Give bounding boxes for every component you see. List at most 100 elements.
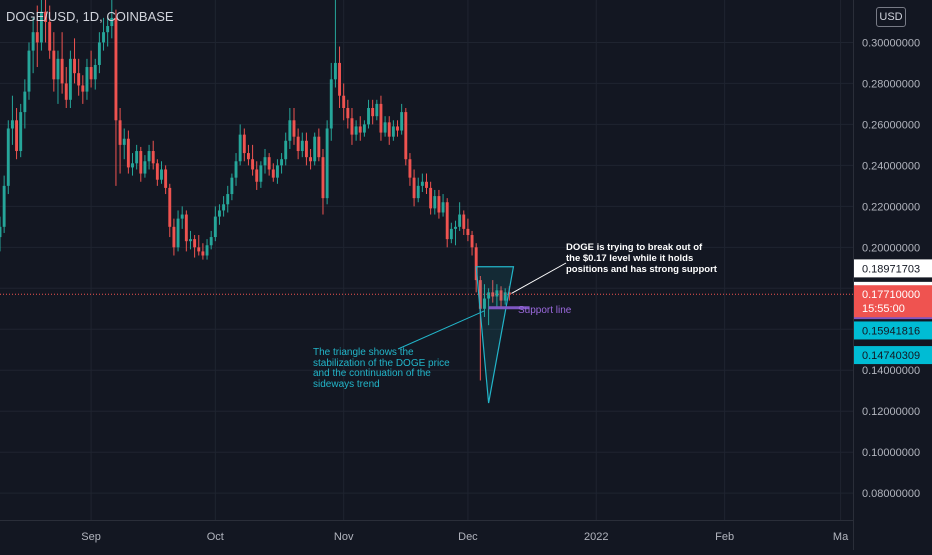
x-tick-label: Nov (334, 531, 354, 543)
candle (168, 183, 172, 238)
candle (383, 116, 387, 137)
current-price-badge: 0.17710000 15:55:00 (854, 285, 932, 318)
candle (180, 206, 184, 229)
candle-body (499, 290, 503, 301)
candle-body (462, 214, 466, 229)
y-tick-label: 0.30000000 (862, 37, 920, 49)
candle (412, 169, 416, 207)
candle (197, 235, 201, 256)
candle-body (396, 126, 399, 131)
candle-body (106, 26, 110, 33)
candle-body (271, 169, 275, 178)
candle-body (412, 177, 416, 199)
candle-body (242, 134, 246, 154)
candle (445, 198, 449, 248)
candle-body (151, 151, 155, 164)
candle (367, 99, 370, 129)
candle-body (317, 136, 321, 158)
candle (193, 235, 197, 258)
candle (213, 206, 217, 242)
candle-body (296, 136, 300, 152)
candle (209, 230, 213, 250)
candle-body (73, 58, 76, 74)
price-label-box (854, 346, 932, 365)
candle (354, 120, 358, 141)
countdown-text: 15:55:00 (862, 303, 905, 315)
candle (151, 140, 155, 170)
candle-body (176, 218, 180, 248)
candle-body (35, 32, 39, 43)
candle-body (288, 120, 292, 141)
candle (284, 132, 288, 166)
candle-body (6, 128, 10, 186)
candle-body (2, 185, 6, 227)
candle-body (300, 140, 304, 152)
candle (396, 120, 399, 137)
candle-body (184, 214, 188, 242)
support-line-label: Support line (518, 305, 572, 316)
candle-body (246, 153, 250, 160)
candle-body (483, 298, 486, 309)
candle (242, 128, 246, 162)
candle (234, 153, 238, 186)
breakout-callout-line (511, 262, 567, 294)
candle-body (259, 165, 263, 182)
candle (441, 194, 445, 217)
triangle-drawing (475, 266, 515, 404)
triangle-annotation-line: and the continuation of the (313, 368, 431, 379)
candle-body (304, 140, 308, 158)
candle (263, 148, 267, 174)
candle (499, 286, 503, 307)
candle (205, 239, 209, 260)
candle (342, 83, 346, 121)
candle-body (56, 58, 60, 80)
candle-body (429, 187, 433, 209)
candle-body (31, 32, 35, 51)
candle-body (15, 120, 19, 152)
candle-body (197, 247, 201, 252)
candle-body (126, 138, 130, 168)
candle (44, 0, 47, 43)
current-price-box (854, 285, 932, 318)
candle (292, 107, 296, 145)
candle-body (445, 202, 449, 240)
candle (255, 161, 259, 190)
candle-body (474, 247, 478, 281)
candle (68, 50, 72, 108)
y-tick-label: 0.12000000 (862, 406, 920, 418)
candle (449, 222, 453, 244)
candle (48, 5, 52, 59)
candle-body (507, 292, 511, 295)
candle-body (189, 239, 192, 242)
candle (309, 148, 313, 170)
candle (118, 107, 122, 174)
candle-body (201, 251, 205, 256)
candle (300, 132, 304, 158)
candle-body (205, 245, 209, 256)
candle-body (226, 194, 230, 205)
candle (462, 210, 466, 236)
candle-body (251, 159, 255, 170)
candle-body (64, 83, 68, 100)
candle-body (375, 103, 379, 117)
candle (27, 42, 31, 100)
currency-button[interactable]: USD (876, 7, 906, 27)
candle (222, 196, 226, 217)
price-label-text: 0.15941816 (862, 325, 920, 337)
candle-body (329, 79, 333, 129)
candle-body (131, 163, 134, 168)
current-price-text: 0.17710000 (862, 289, 920, 301)
candle (317, 128, 321, 162)
candle-body (0, 226, 2, 238)
candle (400, 103, 404, 135)
candle (470, 230, 474, 256)
price-label: 0.15941816 (854, 321, 932, 340)
x-tick-label: Ma (833, 531, 849, 543)
candle-body (387, 122, 391, 137)
candle (64, 67, 68, 108)
candle (15, 107, 19, 160)
candle-body (89, 67, 93, 80)
candle-body (19, 112, 23, 152)
